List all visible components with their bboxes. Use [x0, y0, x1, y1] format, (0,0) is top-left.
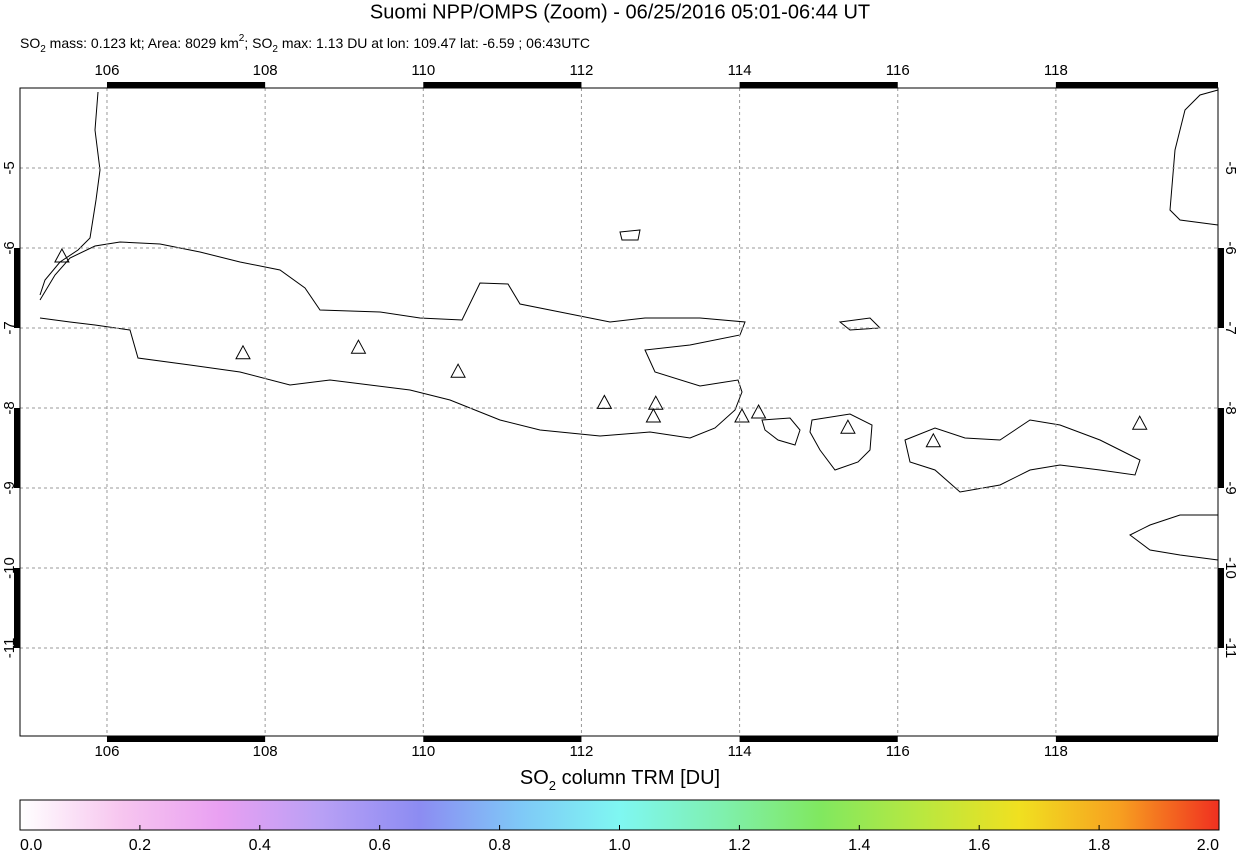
subtitle-part: 2: [239, 33, 245, 44]
colorbar-tick-label: 0.8: [488, 837, 510, 854]
frame-segment: [106, 82, 266, 88]
volcano-marker: [350, 339, 367, 354]
y-tick-label: -5: [1222, 161, 1239, 174]
volcano-marker: [450, 363, 466, 378]
subtitle-part: 2: [40, 44, 46, 55]
colorbar-tick-label: 1.8: [1088, 837, 1110, 854]
volcano-marker: [734, 407, 750, 423]
subtitle-part: ; SO: [244, 35, 272, 51]
frame-segment: [1055, 736, 1218, 742]
x-tick-label: 118: [1044, 743, 1068, 760]
y-tick-label: -8: [1222, 401, 1239, 414]
coastline: [619, 229, 641, 241]
subtitle-part: mass: 0.123 kt; Area: 8029 km: [46, 35, 239, 51]
x-tick-label: 108: [253, 62, 278, 79]
colorbar-tick-label: 1.6: [968, 837, 990, 854]
x-tick-label: 112: [569, 62, 593, 79]
frame-segment: [106, 736, 266, 742]
colorbar-label-part: SO: [520, 767, 549, 789]
colorbar-tick-label: 0.2: [129, 837, 151, 854]
volcano-marker: [647, 395, 664, 410]
frame-segment: [1055, 82, 1218, 88]
volcano-marker: [750, 403, 767, 419]
volcano-marker: [925, 432, 942, 448]
colorbar-tick-label: 0.0: [20, 837, 42, 854]
colorbar-tick-label: 0.6: [369, 837, 391, 854]
coastline: [39, 91, 101, 296]
frame-segment: [423, 736, 582, 742]
map-frame: [19, 87, 1219, 737]
y-tick-label: -6: [1222, 241, 1239, 254]
x-tick-label: 110: [411, 62, 435, 79]
y-tick-label: -10: [1, 557, 18, 579]
y-tick-label: -8: [1, 401, 18, 414]
frame-segment: [739, 736, 898, 742]
colorbar-label-part: 2: [549, 778, 556, 793]
coastline: [904, 419, 1141, 493]
y-tick-label: -7: [1, 321, 18, 334]
colorbar-label: SO2 column TRM [DU]: [520, 767, 720, 793]
volcano-marker: [840, 419, 856, 434]
volcano-marker: [645, 407, 662, 423]
x-tick-label: 116: [886, 62, 910, 79]
coastline: [1129, 514, 1219, 561]
y-tick-label: -9: [1222, 481, 1239, 494]
chart-title: Suomi NPP/OMPS (Zoom) - 06/25/2016 05:01…: [370, 1, 870, 23]
x-tick-label: 116: [886, 743, 910, 760]
coastline: [1169, 89, 1219, 226]
frame-segment: [14, 408, 20, 488]
y-tick-label: -10: [1222, 557, 1239, 579]
frame-segment: [739, 82, 898, 88]
volcano-marker: [54, 247, 70, 263]
subtitle-part: 2: [272, 44, 278, 55]
y-tick-label: -5: [1, 161, 18, 174]
coastlines: [39, 89, 1219, 561]
colorbar-label-part: column TRM [DU]: [556, 767, 720, 789]
volcano-marker: [596, 394, 613, 409]
subtitle-part: max: 1.13 DU at lon: 109.47 lat: -6.59 ;…: [278, 35, 590, 51]
frame-segment: [1218, 568, 1224, 648]
frame-segment: [423, 82, 582, 88]
x-tick-label: 112: [569, 743, 593, 760]
colorbar-tick-label: 0.4: [249, 837, 271, 854]
colorbar-tick-label: 1.0: [608, 837, 630, 854]
x-tick-label: 108: [253, 743, 278, 760]
frame-segment: [14, 248, 20, 328]
x-tick-label: 110: [411, 743, 435, 760]
frame-segment: [1218, 248, 1224, 328]
y-tick-label: -11: [1, 638, 18, 659]
subtitle-part: SO: [20, 35, 40, 51]
coastline: [809, 413, 873, 471]
x-tick-label: 118: [1044, 62, 1068, 79]
coastline: [39, 241, 746, 439]
frame-segment: [14, 568, 20, 648]
frame-segment: [1218, 408, 1224, 488]
subtitle: SO2 mass: 0.123 kt; Area: 8029 km2; SO2 …: [20, 33, 590, 55]
colorbar-tick-label: 1.2: [728, 837, 750, 854]
x-tick-label: 114: [728, 62, 752, 79]
x-tick-label: 106: [94, 62, 119, 79]
colorbar-tick-label: 2.0: [1197, 837, 1219, 854]
y-tick-label: -11: [1222, 638, 1239, 659]
volcano-marker: [1131, 415, 1148, 430]
y-tick-label: -6: [1, 241, 18, 254]
x-tick-label: 106: [94, 743, 119, 760]
coastline: [761, 417, 801, 446]
colorbar-tick-label: 1.4: [848, 837, 870, 854]
volcano-marker: [235, 344, 251, 360]
y-tick-label: -9: [1, 481, 18, 494]
x-tick-label: 114: [728, 743, 752, 760]
y-tick-label: -7: [1222, 321, 1239, 334]
